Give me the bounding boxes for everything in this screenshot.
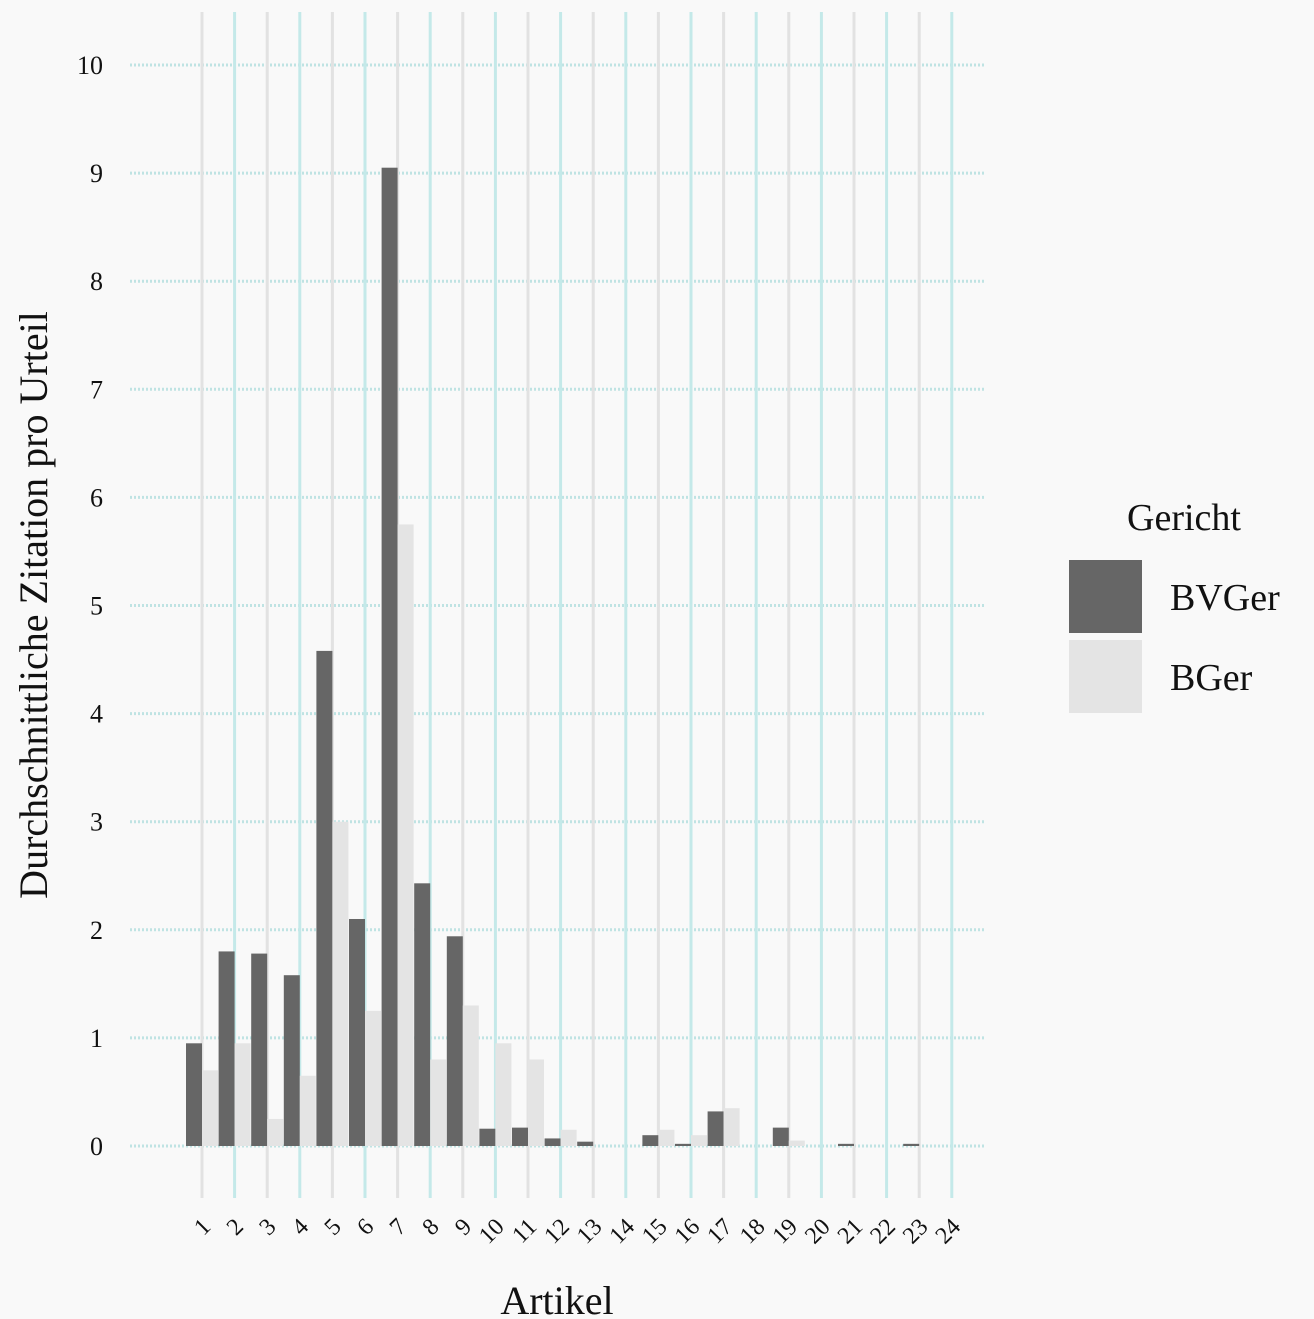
x-tick-label: 22: [865, 1214, 900, 1249]
x-tick-label: 24: [931, 1214, 966, 1249]
bar-BGer-2: [234, 1043, 251, 1146]
bar-BVGer-2: [218, 951, 235, 1146]
bar-BVGer-19: [772, 1127, 789, 1146]
y-tick-label: 1: [90, 1024, 103, 1053]
bar-BGer-1: [202, 1070, 218, 1146]
y-tick-label: 9: [90, 159, 103, 188]
bar-BGer-7: [397, 524, 414, 1146]
bar-BVGer-12: [544, 1138, 561, 1146]
bar-BGer-4: [299, 1075, 316, 1146]
y-tick-label: 7: [90, 375, 103, 404]
bar-BGer-15: [658, 1129, 675, 1146]
x-tick-label: 20: [800, 1214, 835, 1249]
y-tick-label: 10: [77, 51, 103, 80]
x-tick-label: 17: [702, 1214, 737, 1249]
x-tick-label: 21: [833, 1214, 868, 1249]
x-tick-label: 10: [474, 1214, 509, 1249]
bar-BGer-10: [495, 1043, 512, 1146]
y-tick-label: 4: [90, 700, 103, 729]
legend-title: Gericht: [1127, 497, 1241, 539]
y-tick-label: 0: [90, 1132, 103, 1161]
bar-BGer-16: [691, 1135, 707, 1146]
legend-label-BGer: BGer: [1170, 657, 1253, 699]
bar-BGer-6: [365, 1010, 381, 1146]
bar-BGer-19: [788, 1140, 805, 1146]
bar-BVGer-5: [316, 650, 333, 1146]
bar-BGer-12: [560, 1129, 577, 1146]
bar-BVGer-4: [283, 975, 300, 1146]
x-tick-label: 15: [637, 1214, 672, 1249]
x-tick-label: 23: [898, 1214, 933, 1249]
x-tick-label: 13: [572, 1214, 607, 1249]
bar-BVGer-23: [903, 1143, 920, 1146]
y-tick-label: 2: [90, 916, 103, 945]
x-tick-label: 6: [352, 1214, 379, 1241]
x-tick-label: 7: [385, 1214, 412, 1241]
bar-BVGer-16: [675, 1143, 691, 1146]
bar-BVGer-11: [512, 1127, 528, 1146]
bar-BGer-11: [528, 1059, 544, 1146]
bar-BVGer-8: [414, 883, 431, 1146]
bar-BVGer-7: [381, 167, 398, 1146]
x-tick-label: 11: [508, 1214, 543, 1249]
bar-BGer-8: [430, 1059, 447, 1146]
bar-BGer-9: [462, 1005, 479, 1146]
x-tick-label: 3: [255, 1214, 282, 1241]
x-tick-label: 4: [287, 1214, 314, 1241]
legend-key-BVGer: [1069, 560, 1142, 633]
bar-BGer-3: [267, 1118, 284, 1146]
bar-BVGer-17: [707, 1111, 724, 1146]
x-tick-label: 9: [450, 1214, 477, 1241]
bar-BVGer-13: [577, 1141, 594, 1146]
y-tick-label: 8: [90, 267, 103, 296]
x-tick-label: 5: [320, 1214, 347, 1241]
x-tick-label: 1: [189, 1214, 216, 1241]
x-tick-label: 2: [222, 1214, 249, 1241]
x-tick-label: 14: [605, 1214, 640, 1249]
x-axis-title: Artikel: [500, 1278, 613, 1319]
bar-BVGer-3: [251, 953, 268, 1146]
y-axis-title: Durchschnittliche Zitation pro Urteil: [11, 311, 56, 899]
y-tick-label: 5: [90, 592, 103, 621]
legend-label-BVGer: BVGer: [1170, 577, 1280, 619]
bar-BVGer-10: [479, 1128, 496, 1146]
bar-BVGer-15: [642, 1135, 659, 1146]
bar-BGer-5: [332, 821, 349, 1146]
bar-BVGer-21: [838, 1143, 854, 1146]
bar-BVGer-6: [349, 918, 365, 1146]
bar-BVGer-9: [446, 936, 463, 1146]
x-tick-label: 12: [539, 1214, 574, 1249]
x-tick-label: 18: [735, 1214, 770, 1249]
bar-BVGer-1: [186, 1043, 202, 1146]
legend-key-BGer: [1069, 640, 1142, 713]
x-tick-label: 19: [768, 1214, 803, 1249]
y-tick-label: 6: [90, 483, 103, 512]
y-tick-label: 3: [90, 808, 103, 837]
x-tick-label: 8: [418, 1214, 445, 1241]
bar-BGer-17: [723, 1108, 740, 1146]
x-tick-label: 16: [670, 1214, 705, 1249]
